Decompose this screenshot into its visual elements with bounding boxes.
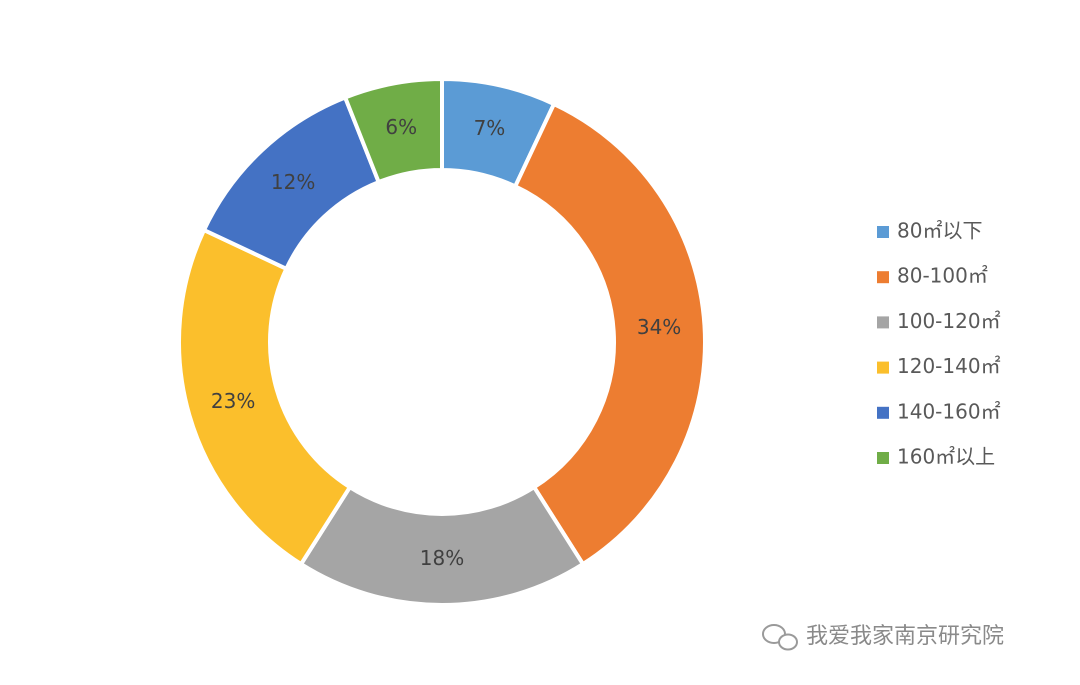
donut-slice bbox=[298, 484, 586, 607]
legend-swatch bbox=[877, 271, 889, 284]
legend-label: 160㎡以上 bbox=[897, 445, 995, 469]
donut-slice bbox=[177, 227, 353, 567]
data-label: 12% bbox=[271, 170, 315, 194]
legend-swatch bbox=[877, 316, 889, 329]
watermark: 我爱我家南京研究院 bbox=[806, 624, 1004, 649]
data-label: 6% bbox=[385, 115, 417, 139]
data-label: 34% bbox=[637, 315, 681, 339]
legend-label: 140-160㎡ bbox=[897, 399, 1001, 423]
legend-label: 80㎡以下 bbox=[897, 219, 982, 243]
data-label: 7% bbox=[474, 116, 506, 140]
donut-slice bbox=[512, 101, 707, 567]
legend-swatch bbox=[877, 226, 889, 238]
legend-label: 80-100㎡ bbox=[897, 264, 988, 288]
legend-swatch bbox=[877, 406, 889, 419]
legend-swatch bbox=[877, 452, 889, 464]
data-label: 18% bbox=[420, 546, 464, 570]
legend-swatch bbox=[877, 361, 889, 374]
data-label: 23% bbox=[211, 389, 255, 413]
legend-label: 100-120㎡ bbox=[897, 309, 1001, 333]
legend-label: 120-140㎡ bbox=[897, 354, 1001, 378]
watermark-icon bbox=[762, 624, 798, 651]
donut-slice bbox=[342, 76, 444, 185]
